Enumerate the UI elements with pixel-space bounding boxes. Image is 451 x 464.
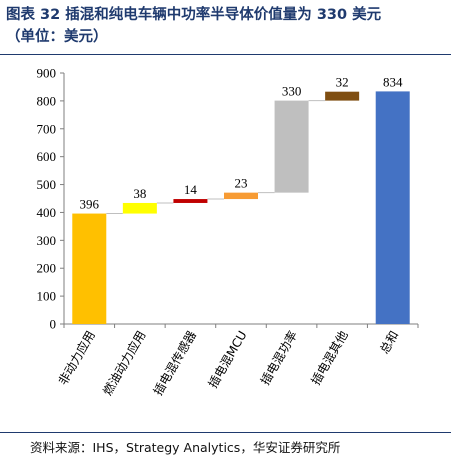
chart-title: 图表 32 插混和纯电车辆中功率半导体价值量为 330 美元 （单位：美元）	[6, 4, 446, 48]
chart-title-line1: 图表 32 插混和纯电车辆中功率半导体价值量为 330 美元	[6, 7, 382, 23]
y-tick-label: 400	[37, 205, 57, 220]
data-label: 330	[282, 84, 302, 99]
x-tick-label: 插电混传感器	[150, 328, 199, 398]
source-note: 资料来源：IHS，Strategy Analytics，华安证券研究所	[30, 440, 341, 455]
y-tick-label: 100	[37, 289, 57, 304]
y-tick-label: 0	[50, 317, 57, 332]
bar	[325, 91, 360, 101]
x-tick-label: 插电混功率	[257, 328, 300, 387]
y-tick-label: 300	[37, 233, 57, 248]
bar	[224, 192, 258, 200]
bar	[173, 199, 208, 203]
x-tick-label: 插电混MCU	[206, 329, 250, 391]
bar	[274, 100, 309, 193]
data-label: 14	[184, 182, 198, 197]
data-label: 396	[80, 197, 100, 212]
y-tick-label: 700	[37, 121, 57, 136]
data-label: 38	[133, 186, 146, 201]
x-tick-label: 燃油动力应用	[99, 328, 148, 398]
x-tick-label: 总和	[377, 329, 401, 357]
y-tick-label: 800	[37, 93, 57, 108]
source-divider	[0, 432, 451, 433]
y-tick-label: 900	[37, 66, 57, 81]
waterfall-chart: 0 100 200 300 400 500 600 700 800 900 396 非动力应用 38 燃油…	[37, 66, 419, 398]
data-label: 32	[336, 75, 349, 90]
title-divider	[0, 54, 451, 55]
bar	[72, 213, 107, 324]
x-tick-label: 非动力应用	[55, 328, 98, 387]
y-tick-label: 600	[37, 149, 57, 164]
y-tick-label: 500	[37, 177, 57, 192]
y-tick-label: 200	[37, 261, 57, 276]
chart-title-line2: （单位：美元）	[6, 29, 108, 45]
bar	[122, 202, 157, 214]
data-label: 23	[235, 176, 248, 191]
x-tick-label: 插电混其他	[309, 329, 351, 388]
data-label: 834	[383, 74, 403, 89]
bar	[375, 91, 410, 324]
